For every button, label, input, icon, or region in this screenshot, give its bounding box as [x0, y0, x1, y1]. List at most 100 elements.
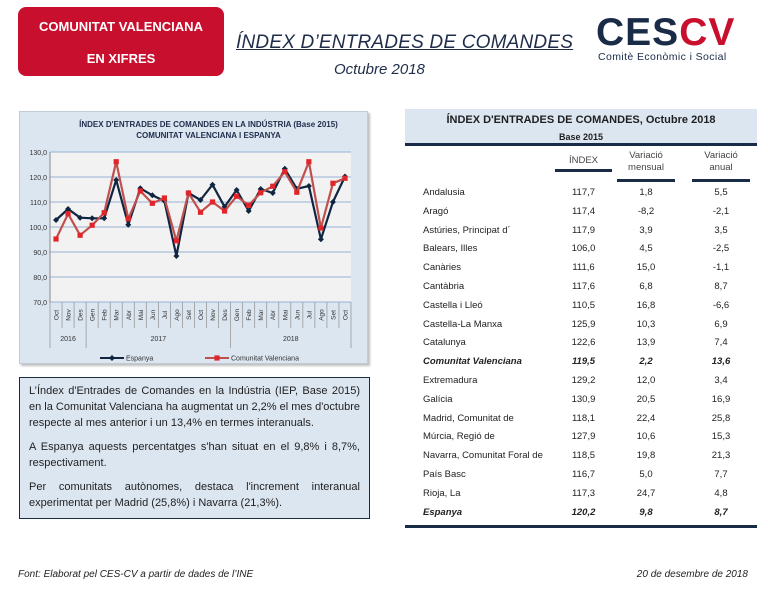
x-tick-label: Des — [222, 308, 229, 320]
y-tick-label: 100,0 — [29, 225, 47, 232]
annual-variation: -2,1 — [712, 205, 730, 217]
series-comunitat-valenciana-point — [270, 183, 276, 189]
y-tick-label: 130,0 — [29, 150, 47, 157]
badge-line-2: EN XIFRES — [86, 51, 156, 66]
index-value: 117,9 — [571, 224, 596, 236]
region-name: Aragó — [423, 205, 449, 217]
x-tick-label: Oct — [54, 310, 61, 320]
legend-espanya-label: Espanya — [126, 356, 153, 363]
monthly-variation: 13,9 — [636, 337, 656, 349]
index-value: 110,5 — [571, 299, 596, 311]
annual-variation: 4,8 — [714, 487, 728, 499]
table-header: ÍNDEX D'ENTRADES DE COMANDES, Octubre 20… — [405, 109, 757, 146]
region-name: Navarra, Comunitat Foral de — [423, 450, 543, 462]
region-name: Madrid, Comunitat de — [423, 412, 514, 424]
line-chart-panel: ÍNDEX D'ENTRADES DE COMANDES EN LA INDÚS… — [19, 111, 368, 364]
badge-line-1: COMUNITAT VALENCIANA — [39, 19, 203, 34]
region-name: Astúries, Principat d´ — [423, 224, 511, 236]
region-name: Canàries — [423, 262, 462, 274]
monthly-variation: 1,8 — [639, 187, 653, 198]
year-label: 2018 — [283, 336, 299, 343]
series-comunitat-valenciana-point — [125, 216, 131, 222]
annual-variation: -2,5 — [712, 243, 730, 255]
monthly-variation: 10,3 — [636, 318, 656, 330]
chart-subtitle: COMUNITAT VALENCIANA I ESPANYA — [136, 131, 281, 140]
table-row: País Basc 116,7 5,0 7,7 — [405, 465, 757, 484]
series-espanya-point — [233, 187, 240, 193]
annual-variation: 7,7 — [714, 468, 728, 480]
column-annual-label: Variació anual — [704, 150, 738, 173]
table-row: Madrid, Comunitat de 118,1 22,4 25,8 — [405, 409, 757, 428]
table-row: Catalunya 122,6 13,9 7,4 — [405, 333, 757, 352]
index-value: 119,5 — [571, 356, 596, 368]
monthly-variation: 16,8 — [636, 299, 656, 311]
series-espanya-point — [245, 208, 252, 214]
column-underline — [555, 169, 612, 172]
annual-variation: 5,5 — [714, 187, 728, 198]
series-comunitat-valenciana-point — [53, 236, 59, 242]
series-comunitat-valenciana-point — [246, 202, 252, 208]
annual-variation: 6,9 — [714, 318, 728, 330]
legend-cv-label: Comunitat Valenciana — [231, 356, 299, 363]
index-value: 130,9 — [571, 393, 596, 405]
table-row: Castella-La Manxa 125,9 10,3 6,9 — [405, 315, 757, 334]
series-comunitat-valenciana-point — [137, 188, 143, 194]
table-row: Cantàbria 117,6 6,8 8,7 — [405, 277, 757, 296]
monthly-variation: 12,0 — [636, 374, 656, 386]
index-value: 122,6 — [571, 337, 596, 349]
region-name: Castella-La Manxa — [423, 318, 503, 330]
monthly-variation: 24,7 — [636, 487, 656, 499]
series-comunitat-valenciana-point — [77, 232, 83, 238]
legend-cv-marker — [214, 355, 220, 361]
monthly-variation: -8,2 — [637, 205, 655, 217]
annual-variation: -6,6 — [712, 299, 730, 311]
x-tick-label: Set — [186, 310, 193, 320]
annual-variation: 13,6 — [711, 356, 731, 368]
annual-variation: 16,9 — [711, 393, 731, 405]
line-chart: ÍNDEX D'ENTRADES DE COMANDES EN LA INDÚS… — [29, 120, 352, 363]
table-subtitle: Base 2015 — [558, 132, 604, 142]
region-badge: COMUNITAT VALENCIANA EN XIFRES — [18, 7, 224, 76]
series-comunitat-valenciana-point — [113, 159, 119, 165]
series-comunitat-valenciana-point — [149, 200, 155, 206]
index-value: 118,5 — [571, 450, 596, 462]
table-row: Aragó 117,4 -8,2 -2,1 — [405, 202, 757, 221]
index-value: 111,6 — [572, 262, 595, 274]
series-espanya-point — [197, 197, 204, 203]
monthly-variation: 10,6 — [636, 431, 656, 443]
series-comunitat-valenciana-point — [306, 159, 312, 165]
region-name: Extremadura — [423, 374, 478, 386]
table-bottom-rule — [405, 525, 757, 528]
series-comunitat-valenciana-point — [185, 190, 192, 196]
series-espanya-point — [89, 215, 96, 222]
column-header-monthly: Variació mensual — [617, 150, 675, 182]
index-value: 117,4 — [571, 205, 596, 217]
y-tick-label: 120,0 — [29, 175, 47, 182]
series-espanya-point — [317, 236, 324, 243]
series-comunitat-valenciana-point — [330, 180, 336, 186]
y-tick-label: 70,0 — [33, 300, 47, 307]
summary-paragraph-1: L’Índex d'Entrades de Comandes en la Ind… — [29, 385, 360, 429]
series-comunitat-valenciana-point — [342, 175, 348, 181]
index-value: 106,0 — [571, 243, 596, 255]
x-tick-label: Mai — [138, 310, 145, 320]
annual-variation: 8,7 — [714, 506, 728, 518]
region-name: Andalusia — [423, 187, 465, 198]
table-row: Balears, Illes 106,0 4,5 -2,5 — [405, 239, 757, 258]
table-row: Astúries, Principat d´ 117,9 3,9 3,5 — [405, 221, 757, 240]
monthly-variation: 4,5 — [639, 243, 653, 255]
year-label: 2016 — [60, 336, 76, 343]
series-comunitat-valenciana-point — [294, 189, 300, 195]
monthly-variation: 3,9 — [639, 224, 653, 236]
monthly-variation: 2,2 — [639, 356, 653, 368]
table-row: Comunitat Valenciana 119,5 2,2 13,6 — [405, 352, 757, 371]
column-index-label: ÍNDEX — [568, 155, 599, 166]
index-value: 118,1 — [571, 412, 596, 424]
index-value: 127,9 — [571, 431, 596, 443]
logo-ces: CES — [596, 11, 680, 54]
x-tick-label: Feb — [102, 309, 109, 321]
monthly-variation: 22,4 — [636, 412, 656, 424]
x-tick-label: Abr — [270, 309, 277, 320]
series-espanya-point — [149, 192, 156, 199]
annual-variation: -1,1 — [712, 262, 730, 274]
